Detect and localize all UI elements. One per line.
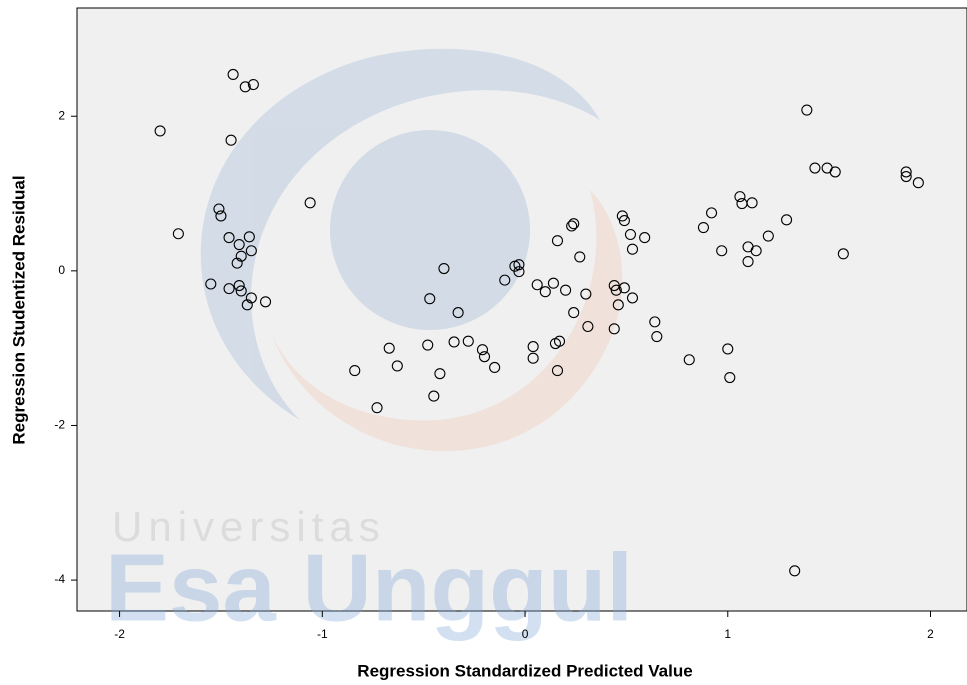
y-axis-label: Regression Studentized Residual	[9, 175, 28, 444]
watermark-text: Esa Unggul	[105, 534, 633, 641]
watermark-circle	[330, 130, 530, 330]
x-axis-label: Regression Standardized Predicted Value	[357, 661, 692, 680]
y-tick-label: 0	[58, 263, 65, 277]
y-tick-label: -4	[54, 572, 65, 586]
x-tick-label: 2	[927, 627, 934, 641]
x-tick-label: 1	[724, 627, 731, 641]
chart: Universitas Esa Unggul Regression Standa…	[0, 0, 967, 685]
y-tick-label: -2	[54, 418, 65, 432]
y-tick-label: 2	[58, 108, 65, 122]
x-tick-label: 0	[522, 627, 529, 641]
x-tick-label: -2	[114, 627, 125, 641]
x-tick-label: -1	[317, 627, 328, 641]
